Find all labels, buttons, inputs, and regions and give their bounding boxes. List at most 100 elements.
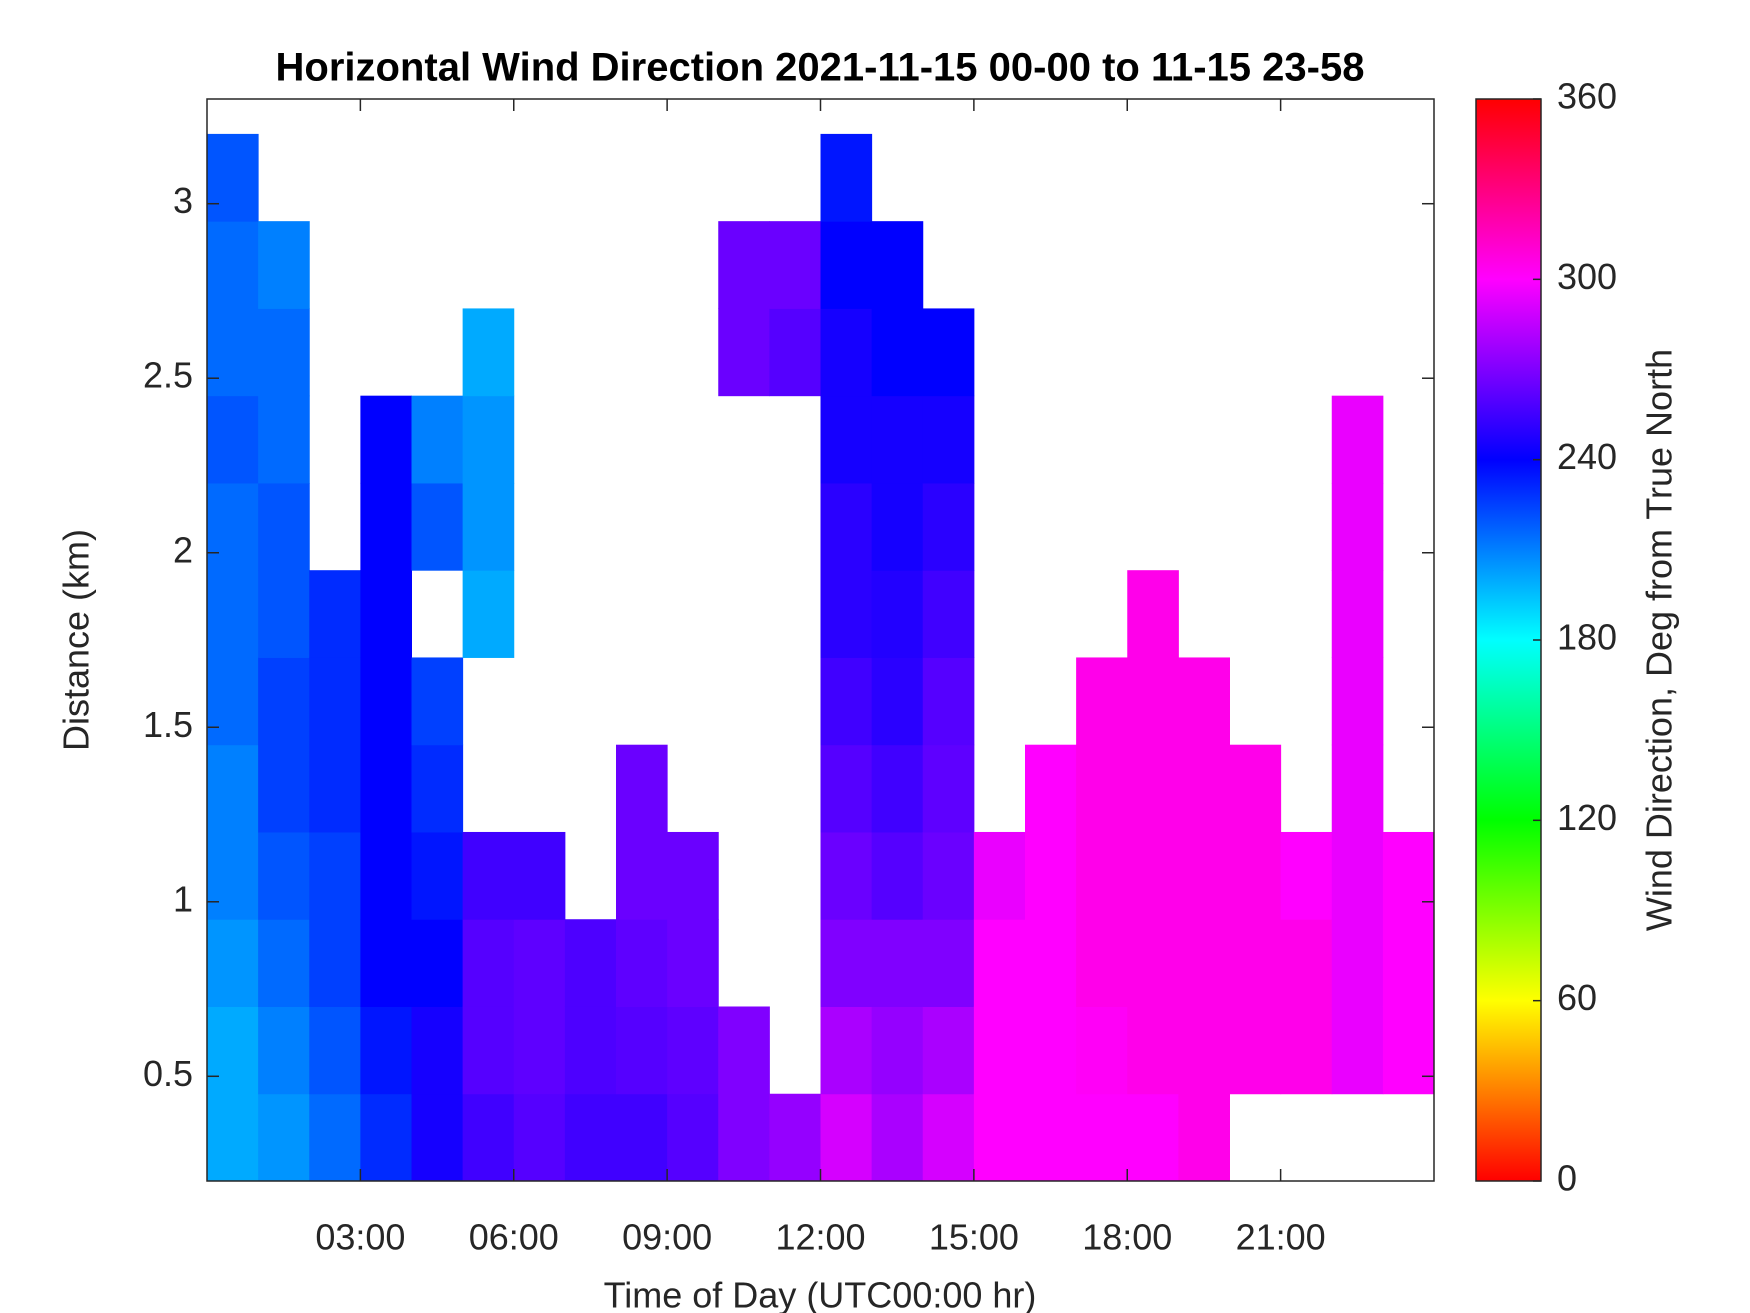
heat-cell — [207, 221, 259, 309]
heat-cell — [667, 831, 719, 920]
heat-cell — [871, 744, 924, 833]
heat-cell — [820, 308, 873, 397]
heat-cell — [258, 1006, 310, 1095]
heat-cell — [820, 395, 873, 484]
heat-cell — [462, 482, 515, 571]
heat-cell — [922, 831, 975, 920]
heat-cell — [973, 1093, 1026, 1181]
heat-cell — [1331, 919, 1384, 1007]
heat-cell — [820, 657, 873, 746]
heat-cell — [973, 1006, 1026, 1095]
heat-cell — [411, 919, 464, 1007]
heat-cell — [820, 1093, 873, 1181]
y-axis-label: Distance (km) — [56, 529, 97, 751]
cells — [207, 133, 1434, 1181]
heat-cell — [411, 395, 464, 484]
heat-cell — [616, 744, 668, 833]
heat-cell — [1331, 744, 1384, 833]
heat-cell — [1025, 744, 1077, 833]
heat-cell — [207, 744, 259, 833]
heat-cell — [258, 919, 310, 1007]
heat-cell — [1025, 831, 1077, 920]
heat-cell — [922, 482, 975, 571]
heat-cell — [360, 570, 412, 658]
heat-cell — [922, 744, 975, 833]
colorbar-tick-label: 240 — [1557, 436, 1617, 477]
heat-cell — [1076, 657, 1128, 746]
heat-cell — [718, 308, 770, 397]
heat-cell — [922, 570, 975, 658]
heat-cell — [513, 1006, 566, 1095]
heat-cell — [207, 657, 259, 746]
heat-cell — [1331, 482, 1384, 571]
heat-cell — [1331, 1006, 1384, 1095]
heat-cell — [1076, 831, 1128, 920]
x-tick-label: 09:00 — [622, 1217, 712, 1258]
y-tick-label: 1.5 — [143, 704, 193, 745]
heat-cell — [309, 570, 361, 658]
heat-cell — [718, 221, 770, 309]
x-tick-label: 18:00 — [1082, 1217, 1172, 1258]
heat-cell — [360, 395, 412, 484]
heat-cell — [207, 133, 259, 222]
heat-cell — [207, 570, 259, 658]
heat-cell — [871, 221, 924, 309]
heat-cell — [207, 1093, 259, 1181]
heat-cell — [207, 482, 259, 571]
heat-cell — [1127, 570, 1179, 658]
heat-cell — [411, 744, 464, 833]
heat-cell — [1280, 1006, 1333, 1095]
heat-cell — [1331, 395, 1384, 484]
heat-cell — [820, 482, 873, 571]
heat-cell — [1127, 919, 1179, 1007]
heat-cell — [309, 1006, 361, 1095]
colorbar-tick-label: 60 — [1557, 977, 1597, 1018]
heat-cell — [1178, 1093, 1230, 1181]
heat-cell — [871, 395, 924, 484]
heat-cell — [258, 831, 310, 920]
heat-cell — [1076, 1093, 1128, 1181]
heat-cell — [258, 221, 310, 309]
heat-cell — [1382, 831, 1434, 920]
heat-cell — [1229, 919, 1282, 1007]
heat-cell — [871, 308, 924, 397]
x-tick-label: 06:00 — [469, 1217, 559, 1258]
heat-cell — [258, 744, 310, 833]
heat-cell — [922, 395, 975, 484]
heat-cell — [1178, 919, 1230, 1007]
heat-cell — [564, 919, 617, 1007]
heat-cell — [922, 657, 975, 746]
x-tick-label: 15:00 — [929, 1217, 1019, 1258]
heat-cell — [258, 570, 310, 658]
heat-cell — [360, 657, 412, 746]
heat-cell — [871, 919, 924, 1007]
heat-cell — [1127, 1006, 1179, 1095]
heat-cell — [462, 1093, 515, 1181]
heat-cell — [667, 1006, 719, 1095]
heat-cell — [462, 831, 515, 920]
heat-cell — [616, 831, 668, 920]
heat-cell — [258, 482, 310, 571]
heat-cell — [973, 919, 1026, 1007]
heat-cell — [1076, 919, 1128, 1007]
heat-cell — [462, 570, 515, 658]
heat-cell — [360, 482, 412, 571]
heat-cell — [769, 221, 821, 309]
heat-cell — [360, 1006, 412, 1095]
heat-cell — [616, 1093, 668, 1181]
x-axis-label: Time of Day (UTC00:00 hr) — [604, 1275, 1037, 1313]
heat-cell — [871, 831, 924, 920]
heat-cell — [1229, 831, 1282, 920]
y-tick-label: 0.5 — [143, 1053, 193, 1094]
heat-cell — [309, 744, 361, 833]
heat-cell — [769, 1093, 821, 1181]
heat-cell — [871, 482, 924, 571]
heat-cell — [513, 1093, 566, 1181]
heat-cell — [309, 831, 361, 920]
heat-cell — [1178, 744, 1230, 833]
colorbar-tick-label: 360 — [1557, 76, 1617, 117]
heat-cell — [922, 308, 975, 397]
heat-cell — [1076, 1006, 1128, 1095]
heat-cell — [462, 395, 515, 484]
heat-cell — [871, 657, 924, 746]
